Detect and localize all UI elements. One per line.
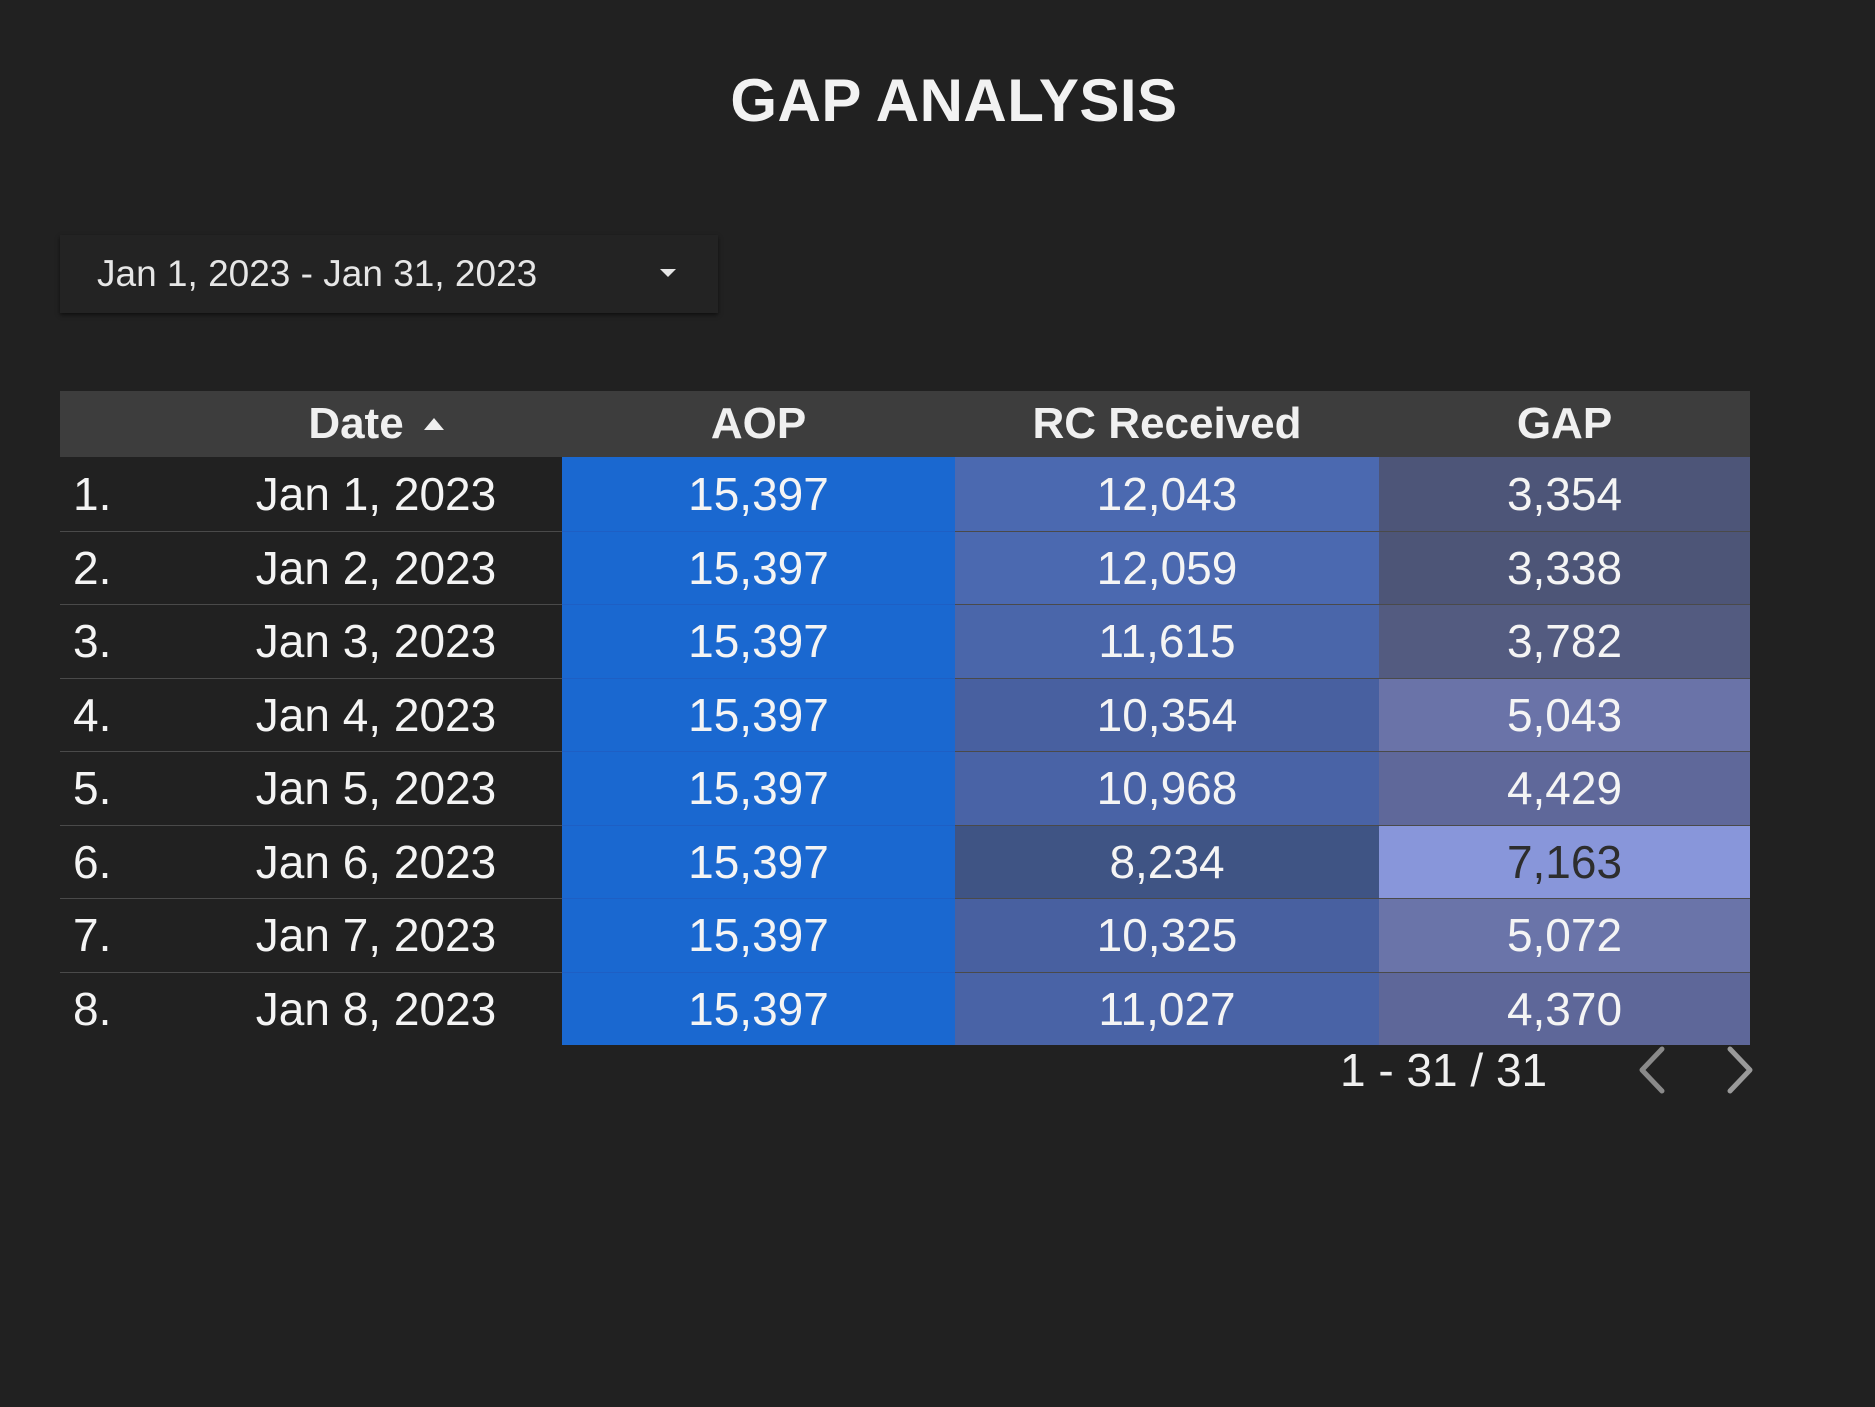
gap-table: Date AOP RC Received GAP 1. Jan 1, 2023 15… [60,391,1750,1045]
date-cell: Jan 2, 2023 [190,530,562,605]
date-cell: Jan 5, 2023 [190,751,562,825]
aop-cell: 15,397 [562,530,955,604]
aop-cell: 15,397 [562,457,955,531]
sort-ascending-icon[interactable] [423,418,444,430]
header-date-label: Date [308,399,404,448]
gap-cell: 3,354 [1379,457,1750,531]
header-rc-received[interactable]: RC Received [1032,399,1302,448]
rc-received-cell: 11,027 [955,971,1379,1045]
table-row: 4. Jan 4, 2023 15,397 10,354 5,043 [60,677,1750,752]
table-row: 8. Jan 8, 2023 15,397 11,027 4,370 [60,971,1750,1046]
date-cell: Jan 8, 2023 [190,971,562,1046]
pagination: 1 - 31 / 31 [1340,1040,1771,1100]
aop-cell: 15,397 [562,971,955,1045]
aop-cell: 15,397 [562,677,955,751]
row-index: 8. [60,971,190,1046]
rc-received-cell: 11,615 [955,604,1379,678]
date-cell: Jan 6, 2023 [190,824,562,899]
pagination-range: 1 - 31 / 31 [1340,1044,1548,1096]
row-index: 7. [60,898,190,972]
row-index: 1. [73,467,112,520]
row-index: 2. [60,530,190,605]
header-gap[interactable]: GAP [1516,399,1613,448]
rc-received-cell: 12,043 [955,457,1379,531]
table-row: 2. Jan 2, 2023 15,397 12,059 3,338 [60,530,1750,605]
table-header: Date AOP RC Received GAP [60,391,1750,457]
aop-cell: 15,397 [562,604,955,678]
header-date[interactable]: Date [190,391,562,457]
row-index: 4. [60,677,190,752]
table-row: 1. Jan 1, 2023 15,397 12,043 3,354 [60,457,1750,531]
row-index: 3. [60,604,190,678]
date-range-picker[interactable]: Jan 1, 2023 - Jan 31, 2023 [60,235,718,313]
rc-received-cell: 10,354 [955,677,1379,751]
gap-cell: 5,072 [1379,898,1750,972]
table-row: 3. Jan 3, 2023 15,397 11,615 3,782 [60,604,1750,678]
page-title: GAP ANALYSIS [730,67,1178,134]
row-index: 6. [60,824,190,899]
gap-cell: 3,338 [1379,530,1750,604]
gap-cell: 4,370 [1379,971,1750,1045]
date-cell: Jan 7, 2023 [190,898,562,972]
rc-received-cell: 12,059 [955,530,1379,604]
chevron-right-icon[interactable] [1711,1040,1771,1100]
date-cell: Jan 3, 2023 [190,604,562,678]
gap-cell: 5,043 [1379,677,1750,751]
date-cell: Jan 4, 2023 [190,677,562,752]
gap-cell: 7,163 [1379,824,1750,898]
caret-down-icon [660,269,676,277]
row-index: 5. [60,751,190,825]
gap-cell: 4,429 [1379,751,1750,825]
rc-received-cell: 10,968 [955,751,1379,825]
rc-received-cell: 10,325 [955,898,1379,972]
header-index [60,391,190,457]
date-cell: Jan 1, 2023 [255,467,497,520]
table-row: 5. Jan 5, 2023 15,397 10,968 4,429 [60,751,1750,825]
table-body: 1. Jan 1, 2023 15,397 12,043 3,354 2. Jan 2, 2… [60,457,1750,1045]
chevron-left-icon[interactable] [1621,1040,1681,1100]
table-row: 6. Jan 6, 2023 15,397 8,234 7,163 [60,824,1750,899]
aop-cell: 15,397 [562,898,955,972]
aop-cell: 15,397 [562,824,955,898]
gap-cell: 3,782 [1379,604,1750,678]
aop-cell: 15,397 [562,751,955,825]
date-range-label: Jan 1, 2023 - Jan 31, 2023 [97,253,538,294]
rc-received-cell: 8,234 [955,824,1379,898]
header-aop[interactable]: AOP [710,399,807,448]
table-row: 7. Jan 7, 2023 15,397 10,325 5,072 [60,898,1750,972]
